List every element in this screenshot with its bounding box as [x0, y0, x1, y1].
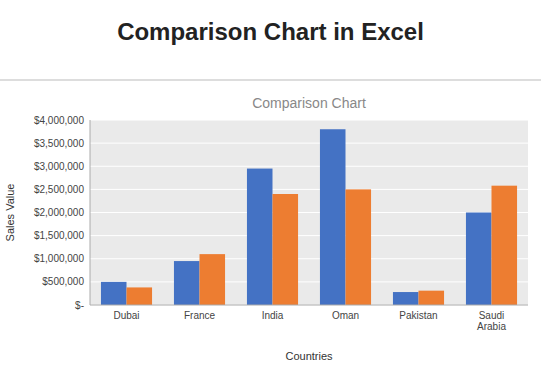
bar	[247, 169, 273, 305]
y-axis-line	[90, 120, 91, 305]
grid-line	[90, 281, 528, 282]
y-tick-label: $1,500,000	[34, 230, 84, 241]
bar	[346, 189, 372, 305]
bar	[101, 282, 127, 305]
y-tick-label: $-	[75, 300, 84, 311]
grid-line	[90, 235, 528, 236]
y-axis-label: Sales Value	[4, 184, 16, 242]
grid-line	[90, 189, 528, 190]
y-tick-label: $1,000,000	[34, 253, 84, 264]
x-axis-label: Countries	[285, 350, 333, 362]
bars	[101, 129, 517, 305]
chart-container: Comparison Chart in Excel Comparison Char…	[0, 0, 541, 382]
bar	[393, 292, 419, 305]
grid-line	[90, 143, 528, 144]
chart-svg: Comparison Chart in Excel Comparison Char…	[0, 0, 541, 382]
y-tick-label: $4,000,000	[34, 115, 84, 126]
y-tick-label: $2,500,000	[34, 184, 84, 195]
bar	[127, 287, 153, 305]
bar	[320, 129, 346, 305]
x-tick-label-line: Oman	[332, 310, 359, 321]
y-tick-label: $2,000,000	[34, 207, 84, 218]
grid-line	[90, 166, 528, 167]
grid-line	[90, 305, 528, 306]
x-axis-line	[90, 305, 528, 306]
x-tick-label-line: Saudi	[479, 310, 505, 321]
x-tick-label: India	[262, 310, 284, 321]
x-tick-label: France	[184, 310, 216, 321]
bar	[419, 291, 445, 305]
bar	[466, 213, 492, 306]
y-tick-label: $3,500,000	[34, 138, 84, 149]
grid-line	[90, 120, 528, 121]
x-tick-label: Oman	[332, 310, 359, 321]
x-tick-label-line: Arabia	[477, 321, 506, 332]
x-tick-label: Dubai	[113, 310, 139, 321]
bar	[200, 254, 226, 305]
y-tick-label: $500,000	[42, 276, 84, 287]
x-tick-label: SaudiArabia	[477, 310, 506, 332]
x-tick-label-line: Pakistan	[399, 310, 437, 321]
grid-line	[90, 258, 528, 259]
main-title: Comparison Chart in Excel	[117, 18, 424, 45]
bar	[273, 194, 299, 305]
grid-line	[90, 212, 528, 213]
x-tick-label-line: Dubai	[113, 310, 139, 321]
bar	[492, 186, 518, 305]
plot-background	[90, 120, 528, 305]
x-tick-label-line: India	[262, 310, 284, 321]
chart-title: Comparison Chart	[252, 95, 366, 111]
x-tick-label: Pakistan	[399, 310, 437, 321]
x-tick-label-line: France	[184, 310, 216, 321]
y-tick-label: $3,000,000	[34, 161, 84, 172]
separator	[0, 80, 541, 81]
bar	[174, 261, 200, 305]
